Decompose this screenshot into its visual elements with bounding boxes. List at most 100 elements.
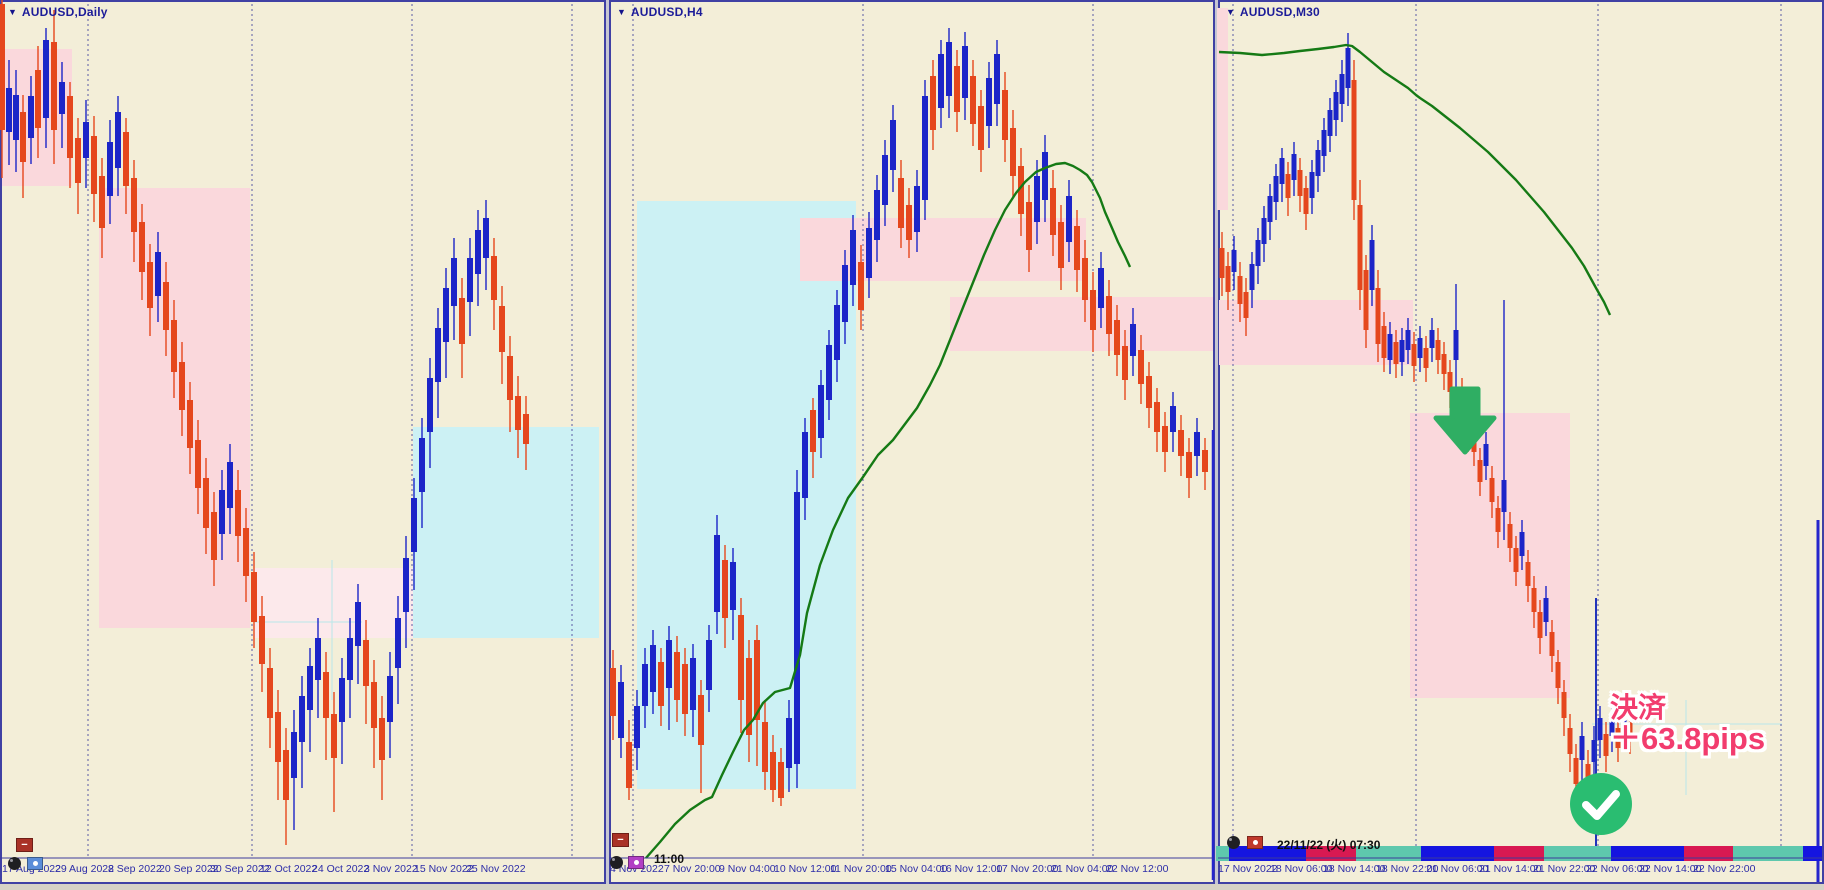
candle-body bbox=[1423, 348, 1429, 368]
candle-body bbox=[1114, 320, 1120, 355]
candle-body bbox=[1393, 342, 1399, 364]
candle-body bbox=[1186, 452, 1192, 478]
candle-body bbox=[674, 652, 680, 700]
candle-body bbox=[1345, 48, 1351, 88]
candle-body bbox=[427, 378, 433, 432]
candle-body bbox=[1453, 330, 1459, 360]
candle-body bbox=[203, 478, 209, 528]
zone-pink bbox=[1217, 8, 1228, 210]
candle-body bbox=[1309, 172, 1315, 198]
candle-body bbox=[1387, 334, 1393, 360]
candle-body bbox=[1483, 444, 1489, 466]
candle-body bbox=[331, 714, 337, 758]
candle-body bbox=[107, 142, 113, 196]
candle-body bbox=[451, 258, 457, 306]
candle-body bbox=[1417, 338, 1423, 358]
candle-body bbox=[83, 122, 89, 158]
candle-body bbox=[770, 752, 776, 790]
candle-body bbox=[978, 106, 984, 150]
candle-body bbox=[738, 615, 744, 700]
candle-body bbox=[251, 572, 257, 622]
candle-body bbox=[243, 528, 249, 576]
session-strip-segment bbox=[1421, 846, 1494, 861]
candle-body bbox=[475, 230, 481, 274]
moving-average-line bbox=[645, 161, 1132, 859]
candle-body bbox=[1375, 288, 1381, 344]
candle-body bbox=[946, 42, 952, 96]
candle-body bbox=[1249, 264, 1255, 290]
candle-body bbox=[1543, 598, 1549, 622]
candle-body bbox=[147, 262, 153, 308]
candle-body bbox=[363, 640, 369, 686]
candle-body bbox=[1267, 196, 1273, 222]
candle-body bbox=[515, 396, 521, 430]
candle-body bbox=[970, 76, 976, 124]
candle-body bbox=[13, 95, 19, 140]
candle-body bbox=[1010, 128, 1016, 176]
taskbar-strip bbox=[0, 884, 1824, 890]
candle-body bbox=[1579, 736, 1585, 760]
candle-body bbox=[1327, 110, 1333, 136]
candle-body bbox=[1321, 130, 1327, 156]
candle-body bbox=[834, 305, 840, 360]
candle-body bbox=[842, 265, 848, 322]
candle-body bbox=[211, 512, 217, 560]
candle-body bbox=[1231, 250, 1237, 272]
candle-body bbox=[1178, 430, 1184, 456]
candle-body bbox=[1285, 174, 1291, 198]
candle-body bbox=[786, 718, 792, 768]
candle-body bbox=[275, 712, 281, 762]
candle-body bbox=[259, 616, 265, 664]
checkmark-glyph bbox=[1582, 790, 1620, 820]
candle-body bbox=[227, 462, 233, 508]
zone-pink bbox=[1410, 413, 1570, 698]
sell-entry-arrow-icon bbox=[1433, 386, 1497, 455]
candle-body bbox=[1435, 340, 1441, 360]
candle-body bbox=[746, 658, 752, 735]
candle-body bbox=[1297, 170, 1303, 196]
candle-body bbox=[1225, 266, 1231, 292]
candle-body bbox=[491, 256, 497, 300]
candle-body bbox=[1291, 154, 1297, 180]
candle-body bbox=[1591, 740, 1597, 762]
candle-body bbox=[1555, 662, 1561, 688]
candle-body bbox=[371, 682, 377, 728]
candle-body bbox=[1405, 330, 1411, 350]
candle-body bbox=[155, 252, 161, 296]
candle-body bbox=[483, 218, 489, 258]
candle-body bbox=[1603, 734, 1609, 756]
candle-body bbox=[1122, 346, 1128, 380]
exit-label: 決済 bbox=[1610, 692, 1667, 723]
candle-body bbox=[355, 602, 361, 646]
candle-body bbox=[28, 96, 34, 138]
candle-body bbox=[291, 732, 297, 778]
candle-body bbox=[1339, 74, 1345, 104]
candle-body bbox=[347, 638, 353, 680]
candle-body bbox=[395, 618, 401, 668]
candle-body bbox=[650, 645, 656, 692]
candle-body bbox=[986, 78, 992, 126]
candle-body bbox=[962, 46, 968, 98]
candle-body bbox=[730, 562, 736, 610]
candle-body bbox=[235, 490, 241, 536]
candle-body bbox=[1399, 340, 1405, 362]
candle-body bbox=[219, 490, 225, 534]
candle-body bbox=[315, 638, 321, 680]
candle-body bbox=[51, 42, 57, 130]
candle-body bbox=[523, 414, 529, 444]
candle-body bbox=[267, 668, 273, 718]
session-strip-segment bbox=[1216, 846, 1229, 861]
candle-body bbox=[850, 230, 856, 285]
candle-body bbox=[1597, 718, 1603, 740]
candle-body bbox=[1549, 632, 1555, 656]
candle-body bbox=[139, 222, 145, 272]
candle-body bbox=[1369, 240, 1375, 290]
exit-annotation: 決済 ＋63.8pips bbox=[1610, 692, 1765, 754]
candle-body bbox=[906, 205, 912, 240]
candle-body bbox=[1489, 478, 1495, 502]
candle-body bbox=[1513, 548, 1519, 572]
zone-cyan bbox=[413, 427, 599, 638]
candle-body bbox=[1026, 202, 1032, 250]
candle-body bbox=[91, 136, 97, 194]
candle-body bbox=[171, 320, 177, 372]
